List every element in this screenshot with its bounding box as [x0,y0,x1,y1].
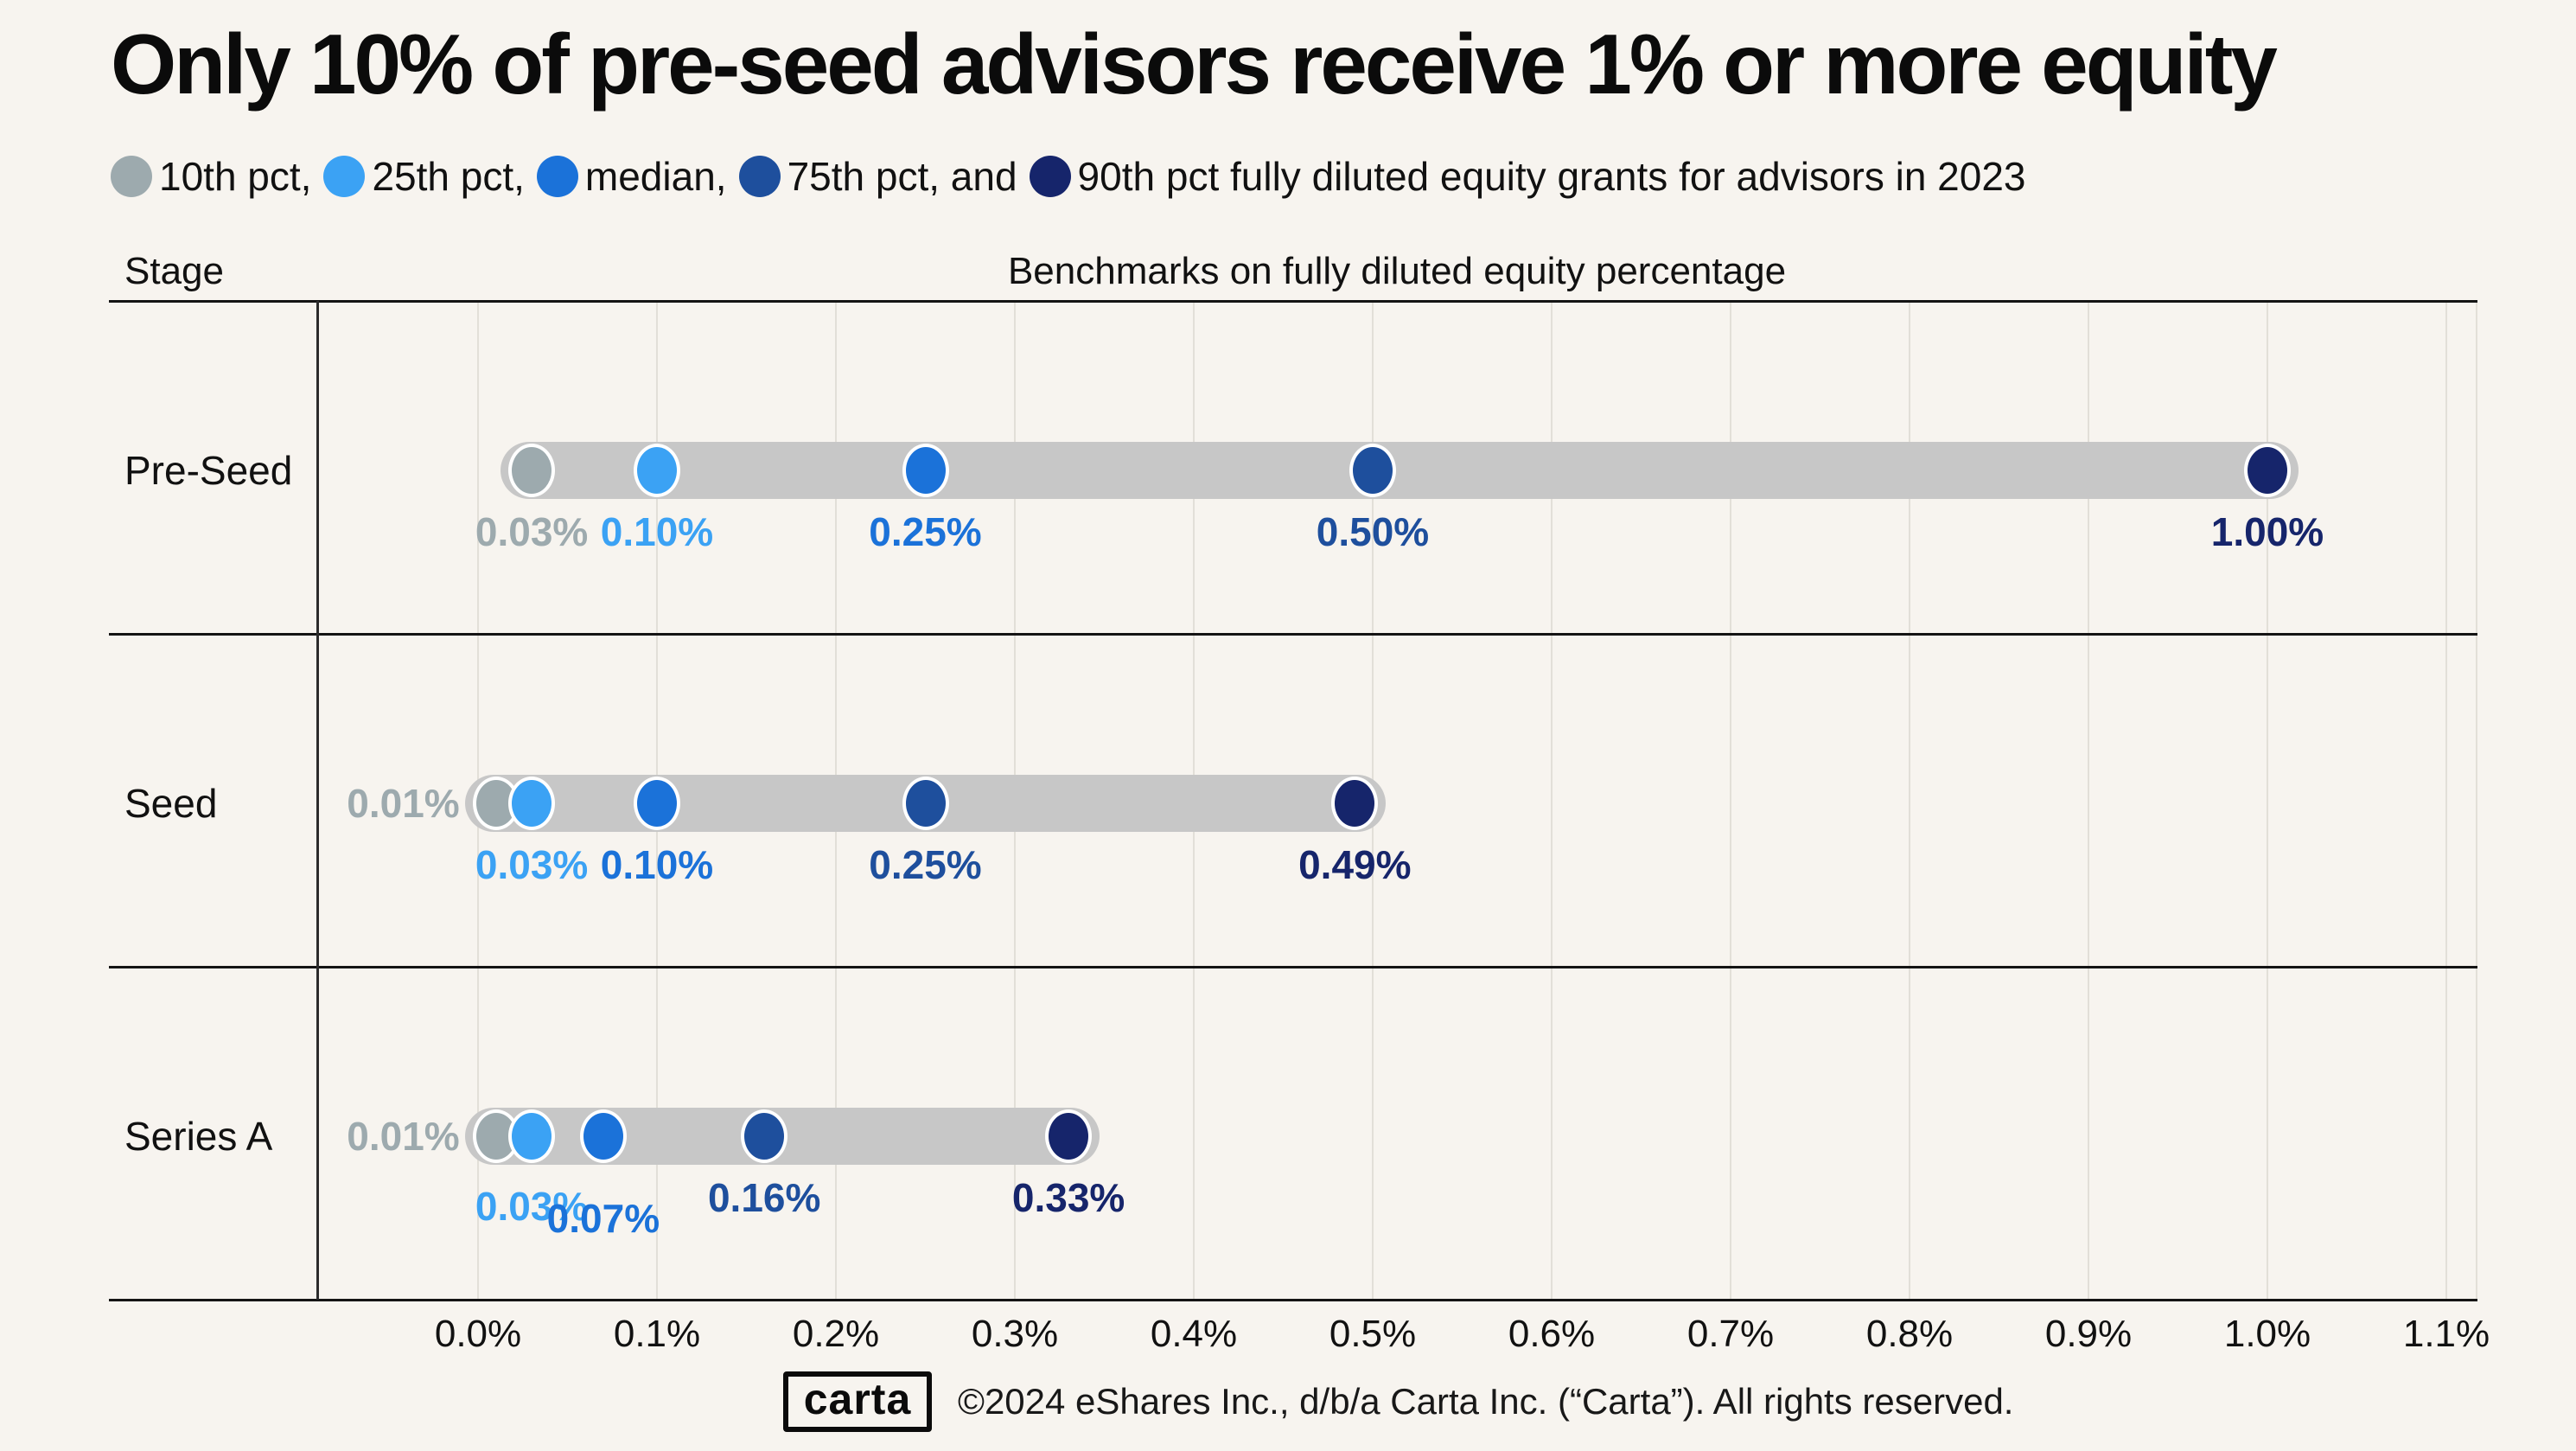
x-axis-tick-1.1%: 1.1% [2402,1313,2490,1355]
pre-seed-75th-pct-dot [1349,444,1396,497]
series-a-10th-pct-dot [472,1109,520,1163]
series-a-90th-pct-dot [1045,1109,1093,1163]
copyright-text: ©2024 eShares Inc., d/b/a Carta Inc. (“C… [958,1381,2014,1422]
series-a-90th-pct-value-label: 0.33% [1011,1175,1125,1220]
x-axis-tick-0.6%: 0.6% [1508,1313,1596,1355]
range-bar-pre-seed [501,442,2299,499]
legend-item-75th-pct: 75th pct, and [738,153,1017,200]
seed-median-dot [634,777,680,830]
stage-column-header: Stage [124,250,224,292]
25th-pct-dot-icon [323,156,366,197]
footer: carta ©2024 eShares Inc., d/b/a Carta In… [783,1371,2013,1432]
table-top-border [109,300,2477,303]
table-bottom-border [109,1299,2477,1301]
seed-25th-pct-dot [508,777,556,830]
seed-25th-pct-value-label: 0.03% [475,842,589,887]
pre-seed-10th-pct-dot [508,444,556,497]
legend-label: 25th pct, [372,154,525,199]
gridline-0.9% [2088,301,2089,1300]
legend-item-25th-pct: 25th pct, [323,153,525,200]
legend-label: 10th pct, [159,154,312,199]
page-title: Only 10% of pre-seed advisors receive 1%… [111,16,2278,112]
pre-seed-median-value-label: 0.25% [869,509,982,554]
row-separator [109,633,2477,636]
legend-label: median, [584,154,727,199]
x-axis-tick-0.0%: 0.0% [434,1313,522,1355]
75th-pct-dot-icon [738,156,781,197]
pre-seed-25th-pct-dot [634,444,680,497]
x-axis-tick-0.2%: 0.2% [792,1313,880,1355]
series-a-median-dot [579,1109,627,1163]
seed-10th-pct-value-label: 0.01% [347,781,460,826]
x-axis-tick-0.8%: 0.8% [1865,1313,1954,1355]
x-axis-tick-0.9%: 0.9% [2044,1313,2133,1355]
x-axis-tick-1.0%: 1.0% [2223,1313,2311,1355]
x-axis-tick-0.4%: 0.4% [1150,1313,1238,1355]
legend: 10th pct, 25th pct, median, 75th pct, and 90… [111,145,2026,208]
legend-label: 90th pct fully diluted equity grants for… [1077,154,2026,199]
seed-75th-pct-dot [902,777,949,830]
legend-item-median: median, [536,153,727,200]
x-axis-tick-0.7%: 0.7% [1687,1313,1775,1355]
row-label-series-a: Series A [124,1114,273,1159]
pre-seed-10th-pct-value-label: 0.03% [475,509,589,554]
x-axis-tick-0.3%: 0.3% [971,1313,1059,1355]
pre-seed-median-dot [902,444,949,497]
benchmarks-column-header: Benchmarks on fully diluted equity perce… [1007,250,1787,292]
row-label-pre-seed: Pre-Seed [124,448,293,493]
series-a-75th-pct-value-label: 0.16% [707,1175,821,1220]
gridline-1.0% [2267,301,2268,1300]
90th-pct-dot-icon [1029,156,1071,197]
series-a-75th-pct-dot [741,1109,788,1163]
carta-logo-text: carta [803,1375,912,1423]
series-a-10th-pct-value-label: 0.01% [347,1114,460,1159]
carta-logo: carta [783,1371,932,1432]
seed-75th-pct-value-label: 0.25% [869,842,982,887]
legend-item-90th-pct: 90th pct fully diluted equity grants for… [1029,153,2026,200]
seed-median-value-label: 0.10% [600,842,714,887]
row-separator [109,966,2477,968]
legend-label: 75th pct, and [787,154,1017,199]
pre-seed-90th-pct-value-label: 1.00% [2210,509,2324,554]
x-axis-tick-0.5%: 0.5% [1329,1313,1417,1355]
legend-item-10th-pct: 10th pct, [111,153,311,200]
row-label-seed: Seed [124,781,218,826]
10th-pct-dot-icon [111,156,152,197]
series-a-25th-pct-value-label: 0.03% [475,1184,589,1229]
pre-seed-25th-pct-value-label: 0.10% [600,509,714,554]
seed-90th-pct-value-label: 0.49% [1298,842,1412,887]
gridline-0.7% [1730,301,1731,1300]
median-dot-icon [536,156,578,197]
seed-90th-pct-dot [1331,777,1379,830]
x-axis-tick-0.1%: 0.1% [613,1313,701,1355]
series-a-median-value-label: 0.07% [546,1196,660,1241]
gridline-1.1% [2445,301,2447,1300]
series-a-25th-pct-dot [508,1109,556,1163]
pre-seed-75th-pct-value-label: 0.50% [1316,509,1430,554]
gridline-0.6% [1551,301,1553,1300]
gridline-right-edge [2476,301,2477,1300]
pre-seed-90th-pct-dot [2244,444,2291,497]
gridline-0.8% [1909,301,1910,1300]
stage-column-divider [316,301,319,1300]
